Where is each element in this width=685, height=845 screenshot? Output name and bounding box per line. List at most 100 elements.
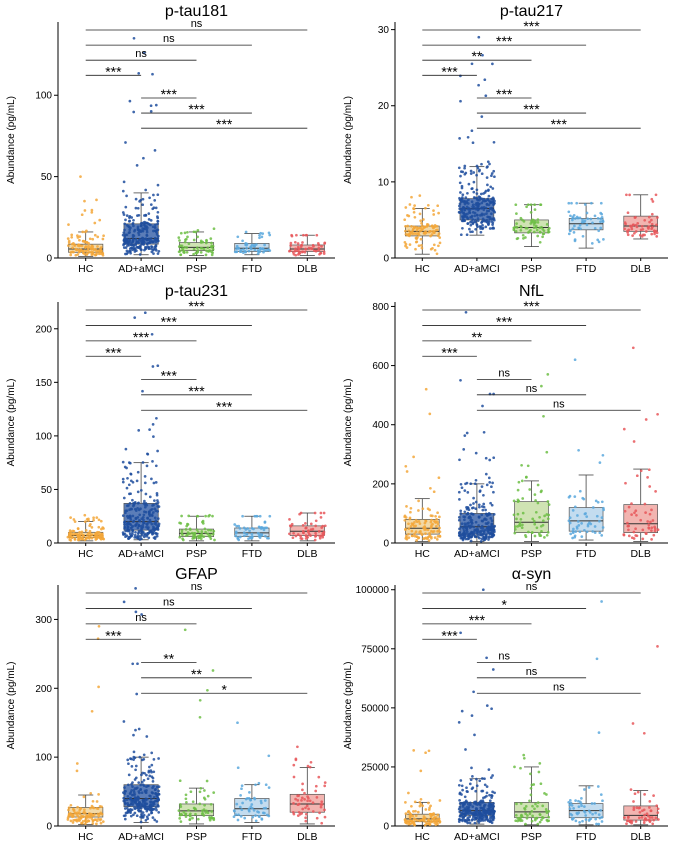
significance-label: *** [161,86,178,102]
data-point [649,520,652,524]
x-tick-label: PSP [186,831,207,843]
data-point [84,249,88,253]
data-point [137,781,141,784]
data-point [480,777,484,780]
data-point [462,206,466,210]
data-point [458,198,462,202]
data-point [526,814,529,817]
data-point [322,511,326,515]
data-point [490,522,494,526]
data-point [655,804,659,808]
data-point [251,815,255,819]
x-tick-label: AD+aMCI [454,831,500,843]
data-point [156,228,160,232]
data-point [575,811,579,815]
data-point [429,514,433,517]
data-point [485,202,489,206]
data-point [576,520,580,523]
data-point [152,193,155,197]
data-point [235,524,239,528]
data-point [122,720,126,723]
y-axis-label: Abundance (pg/mL) [343,96,354,184]
significance-label: ns [553,398,565,410]
data-point [185,800,188,804]
x-tick-label: FTD [242,831,263,843]
data-point [488,793,491,797]
data-point [438,526,441,530]
data-point [157,811,161,814]
data-point [303,798,306,801]
data-point [297,810,301,814]
significance-label: *** [523,101,540,117]
chart-title: α-syn [512,566,551,583]
data-point [138,228,142,232]
data-point [534,220,537,223]
data-point [122,600,126,604]
data-point [300,796,304,800]
significance-label: *** [188,101,205,117]
data-point [143,505,147,509]
data-point [481,206,485,210]
data-point [179,231,183,235]
data-point [185,246,189,249]
data-point [294,797,297,801]
data-point [183,245,187,249]
data-point [632,440,636,443]
data-point [297,247,300,250]
data-point [601,453,605,457]
data-point [437,244,440,248]
data-point [258,536,262,539]
x-tick-label: FTD [576,831,597,843]
data-point [430,224,434,228]
data-point [179,253,182,257]
data-point [593,214,597,218]
data-point [485,483,489,487]
data-point [458,799,461,802]
data-point [648,485,652,488]
data-point [534,499,537,502]
data-point [72,809,76,812]
data-point [627,505,631,509]
data-point [135,536,138,539]
data-point [420,244,423,247]
data-point [433,536,437,539]
data-point [124,529,128,533]
data-point [602,508,605,512]
data-point [469,778,473,782]
data-point [143,311,147,315]
data-point [466,491,470,494]
data-point [145,230,149,234]
data-point [481,588,485,592]
data-point [406,224,410,228]
data-point [515,802,518,806]
data-point [142,535,146,539]
data-point [266,536,269,540]
data-point [428,812,432,816]
data-point [195,528,199,532]
data-point [490,217,494,221]
data-point [66,816,70,820]
data-point [212,227,216,231]
significance-label: *** [188,383,205,399]
data-point [650,197,654,201]
data-point [157,505,161,508]
data-point [182,810,186,814]
data-point [463,166,466,170]
data-point [639,469,643,473]
data-point [458,181,462,185]
data-point [179,244,182,248]
data-point [476,535,480,538]
data-point [475,192,479,195]
data-point [648,512,652,516]
data-point [488,207,492,211]
data-point [567,495,571,499]
data-point [465,532,468,536]
data-point [570,817,574,821]
data-point [599,809,602,812]
data-point [582,497,586,501]
data-point [569,532,573,536]
data-point [468,227,471,231]
data-point [404,801,407,804]
data-point [195,246,199,250]
